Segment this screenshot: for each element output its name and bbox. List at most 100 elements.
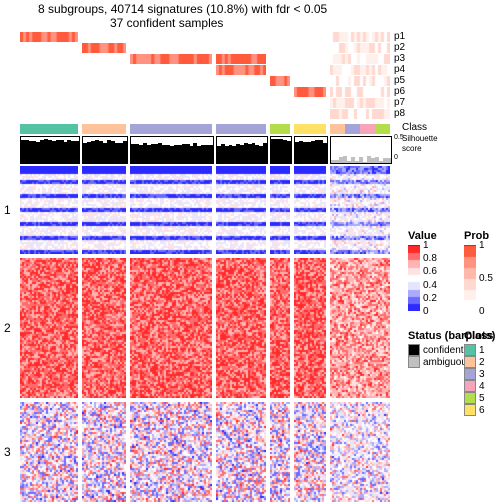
- heatmap-block: [270, 258, 290, 398]
- prob-row-label: p3: [394, 53, 405, 64]
- silhouette-panel: [20, 136, 80, 164]
- prob-cell: [270, 54, 290, 64]
- prob-row-label: p8: [394, 108, 405, 119]
- prob-cell: [20, 109, 78, 119]
- prob-tick: 0.5: [479, 273, 493, 284]
- prob-row-label: p4: [394, 64, 405, 75]
- prob-row-label: p5: [394, 75, 405, 86]
- title-line-1: 8 subgroups, 40714 signatures (10.8%) wi…: [38, 2, 327, 16]
- prob-cell: [294, 32, 326, 42]
- silhouette-panel: [82, 136, 128, 164]
- prob-cell: [216, 87, 266, 97]
- prob-cell: [270, 43, 290, 53]
- figure-root: 8 subgroups, 40714 signatures (10.8%) wi…: [0, 0, 504, 504]
- prob-cell: [82, 32, 126, 42]
- silhouette-bar: [263, 143, 267, 163]
- heatmap-block: [82, 166, 126, 254]
- prob-cell: [294, 98, 326, 108]
- prob-cell: [330, 109, 390, 119]
- prob-cell: [82, 109, 126, 119]
- status-legend-item: ambiguous: [408, 356, 472, 368]
- prob-cell: [20, 76, 78, 86]
- heatmap-block: [20, 402, 78, 502]
- prob-cell: [216, 109, 266, 119]
- prob-row-label: p1: [394, 31, 405, 42]
- prob-cell: [216, 98, 266, 108]
- prob-row-label: p2: [394, 42, 405, 53]
- heatmap-block: [330, 258, 390, 398]
- class-legend-item: 2: [464, 356, 485, 368]
- prob-cell: [20, 98, 78, 108]
- silhouette-bar: [387, 158, 391, 163]
- class-legend-item: 5: [464, 392, 485, 404]
- heatmap-block: [130, 166, 212, 254]
- class-legend-item: 4: [464, 380, 485, 392]
- silhouette-panel: [294, 136, 328, 164]
- prob-cell: [270, 109, 290, 119]
- value-tick: 0.8: [423, 253, 437, 264]
- heatmap-block: [294, 258, 326, 398]
- prob-legend-title: Prob: [464, 230, 489, 242]
- class-strip-seg: [330, 124, 345, 134]
- silhouette-panel: [270, 136, 292, 164]
- value-tick: 0.4: [423, 280, 437, 291]
- value-colorbar: [408, 245, 420, 311]
- cluster-row-label: 3: [4, 445, 11, 459]
- prob-cell: [216, 76, 266, 86]
- heatmap-block: [294, 166, 326, 254]
- prob-cell: [20, 43, 78, 53]
- prob-cell: [294, 87, 326, 97]
- class-legend-item: 3: [464, 368, 485, 380]
- heatmap-block: [216, 258, 266, 398]
- prob-cell: [20, 54, 78, 64]
- cluster-row-label: 2: [4, 321, 11, 335]
- silhouette-label: Silhouette: [402, 134, 438, 143]
- prob-cell: [82, 87, 126, 97]
- prob-tick: 0: [479, 306, 485, 317]
- class-strip-seg: [345, 124, 360, 134]
- prob-cell: [20, 87, 78, 97]
- prob-cell: [130, 87, 212, 97]
- class-strip-seg: [130, 124, 212, 134]
- prob-cell: [82, 98, 126, 108]
- prob-cell: [270, 65, 290, 75]
- prob-cell: [82, 54, 126, 64]
- prob-cell: [330, 54, 390, 64]
- prob-cell: [130, 43, 212, 53]
- prob-cell: [294, 43, 326, 53]
- value-tick: 0.6: [423, 266, 437, 277]
- silhouette-tick-0: 0: [394, 154, 398, 161]
- prob-cell: [130, 98, 212, 108]
- prob-cell: [130, 54, 212, 64]
- heatmap-block: [82, 258, 126, 398]
- prob-cell: [20, 65, 78, 75]
- silhouette-bar: [323, 143, 327, 163]
- silhouette-bar: [75, 141, 79, 163]
- class-strip-seg: [216, 124, 266, 134]
- heatmap-block: [330, 166, 390, 254]
- prob-cell: [216, 65, 266, 75]
- prob-tick: 1: [479, 240, 485, 251]
- silhouette-bar: [287, 141, 291, 163]
- prob-cell: [330, 43, 390, 53]
- silhouette-panel: [330, 136, 392, 164]
- heatmap-block: [294, 402, 326, 502]
- heatmap-block: [270, 166, 290, 254]
- class-strip-seg: [375, 124, 390, 134]
- heatmap-block: [20, 166, 78, 254]
- silhouette-panel: [130, 136, 214, 164]
- heatmap-block: [216, 402, 266, 502]
- value-tick: 1: [423, 240, 429, 251]
- prob-cell: [216, 54, 266, 64]
- prob-cell: [330, 87, 390, 97]
- prob-cell: [294, 109, 326, 119]
- class-legend-title: Class: [464, 330, 493, 342]
- prob-cell: [270, 98, 290, 108]
- prob-row-label: p6: [394, 86, 405, 97]
- prob-cell: [82, 65, 126, 75]
- class-strip-seg: [360, 124, 375, 134]
- class-strip-seg: [20, 124, 78, 134]
- prob-cell: [330, 32, 390, 42]
- class-legend-item: 6: [464, 404, 485, 416]
- prob-cell: [82, 43, 126, 53]
